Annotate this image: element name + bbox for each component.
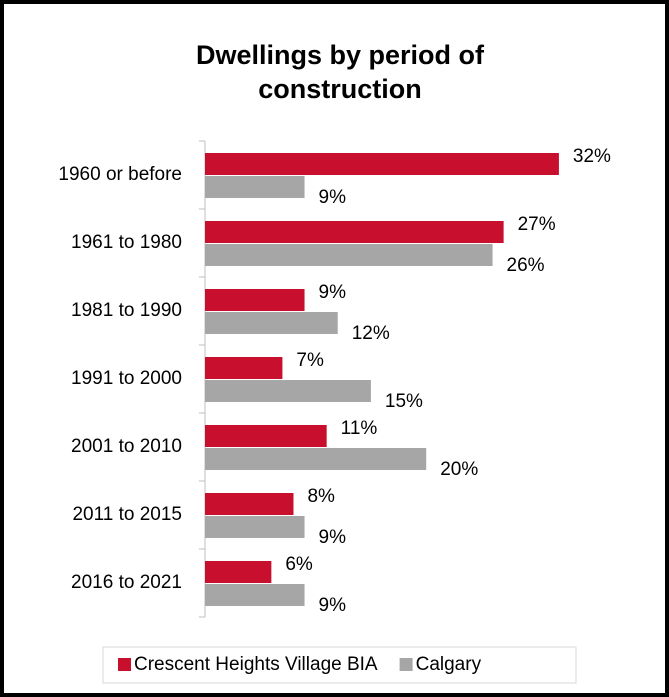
bar <box>205 221 504 243</box>
value-label: 9% <box>319 527 347 548</box>
value-label: 27% <box>518 214 556 235</box>
value-label: 20% <box>440 459 478 480</box>
value-label: 9% <box>319 595 347 616</box>
category-label: 1961 to 1980 <box>71 232 182 253</box>
value-label: 7% <box>296 350 324 371</box>
bar <box>205 380 371 402</box>
value-label: 15% <box>385 391 423 412</box>
bar <box>205 153 559 175</box>
value-label: 9% <box>319 282 347 303</box>
value-label: 11% <box>341 418 378 439</box>
bar <box>205 493 294 515</box>
category-label: 2011 to 2015 <box>72 504 182 525</box>
category-label: 1981 to 1990 <box>71 300 182 321</box>
value-label: 32% <box>573 146 611 167</box>
bar <box>205 289 305 311</box>
value-label: 9% <box>319 187 347 208</box>
category-label: 1960 or before <box>58 164 182 185</box>
bar <box>205 312 338 334</box>
value-label: 12% <box>352 323 390 344</box>
bar <box>205 357 283 379</box>
legend-swatch <box>118 658 131 671</box>
bar <box>205 176 305 198</box>
value-label: 6% <box>285 554 313 575</box>
legend-label: Crescent Heights Village BIA <box>134 654 378 675</box>
value-label: 26% <box>507 255 545 276</box>
category-label: 2001 to 2010 <box>71 436 182 457</box>
category-label: 2016 to 2021 <box>71 572 182 593</box>
legend-box <box>102 646 577 684</box>
chart-title: Dwellings by period of construction <box>195 40 485 104</box>
legend-label: Calgary <box>416 654 482 675</box>
legend-swatch <box>399 658 413 671</box>
value-label: 8% <box>307 486 335 507</box>
bar <box>205 244 493 266</box>
category-label: 1991 to 2000 <box>71 368 182 389</box>
bar <box>205 425 327 447</box>
bar <box>205 448 427 470</box>
bar <box>205 561 272 583</box>
bar <box>205 516 305 538</box>
bar <box>205 584 305 606</box>
